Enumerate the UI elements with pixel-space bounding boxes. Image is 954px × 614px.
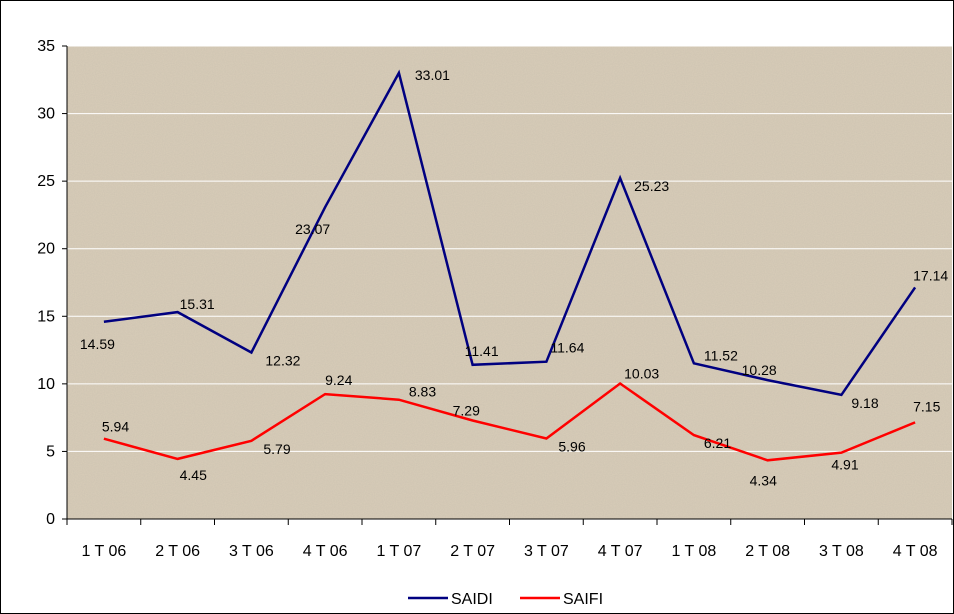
x-tick-label: 2 T 08 [745,543,790,560]
series-lines [103,69,917,462]
y-tick-label: 30 [37,106,55,123]
data-label-saifi: 8.83 [409,384,436,400]
data-label-saidi: 17.14 [913,267,948,283]
data-label-saifi: 4.45 [180,467,207,483]
data-label-saidi: 25.23 [634,178,669,194]
data-label-saifi: 5.94 [102,419,129,435]
data-label-saidi: 11.64 [550,340,584,356]
data-label-saidi: 14.59 [80,336,115,352]
plot-area [67,46,952,519]
x-tick-label: 1 T 08 [671,543,716,560]
y-tick-label: 0 [46,511,55,528]
x-tick-label: 3 T 08 [819,543,864,560]
x-tick-label: 4 T 08 [893,543,938,560]
y-axis-ticks: 0 5 10 15 20 25 30 35 [37,38,67,528]
x-axis-ticks: 1 T 06 2 T 06 3 T 06 4 T 06 1 T 07 2 T 07 3 T … [66,519,953,560]
x-tick-label: 2 T 07 [450,543,495,560]
y-tick-label: 35 [37,38,55,55]
x-tick-label: 4 T 07 [598,543,643,560]
y-tick-label: 20 [37,241,55,258]
data-label-saifi: 7.15 [913,398,940,414]
data-label-saidi: 33.01 [415,67,450,83]
data-label-saifi: 4.34 [750,472,777,488]
data-label-saidi: 11.52 [704,347,738,363]
data-label-saifi: 4.91 [831,457,858,473]
data-label-saifi: 5.79 [263,441,290,457]
x-tick-label: 4 T 06 [303,543,348,560]
y-tick-label: 10 [37,376,55,393]
x-tick-label: 3 T 07 [524,543,569,560]
y-tick-label: 25 [37,173,55,190]
data-label-saidi: 15.31 [180,296,215,312]
data-label-saifi: 9.24 [325,372,352,388]
x-tick-label: 3 T 06 [229,543,274,560]
data-label-saidi: 10.28 [742,362,777,378]
x-tick-label: 2 T 06 [155,543,200,560]
data-label-saifi: 7.29 [453,402,480,418]
gridlines [67,45,952,452]
data-labels: 14.59 15.31 12.32 23.07 33.01 11.41 11.64 25.23… [80,67,948,488]
x-tick-label: 1 T 06 [81,543,126,560]
data-label-saidi: 9.18 [851,395,878,411]
legend-label-saifi: SAIFI [563,591,603,608]
series-line-saidi [103,69,917,397]
data-label-saifi: 10.03 [624,365,659,381]
x-tick-label: 1 T 07 [376,543,421,560]
y-tick-label: 15 [37,308,55,325]
data-label-saidi: 11.41 [465,343,499,359]
data-label-saifi: 5.96 [558,438,585,454]
plot-texture [67,46,952,519]
series-line-saifi [103,381,916,462]
legend: SAIDI SAIFI [408,591,603,608]
data-label-saifi: 6.21 [704,435,731,451]
legend-label-saidi: SAIDI [451,591,493,608]
data-label-saidi: 23.07 [295,221,330,237]
data-label-saidi: 12.32 [265,353,300,369]
y-tick-label: 5 [46,443,55,460]
